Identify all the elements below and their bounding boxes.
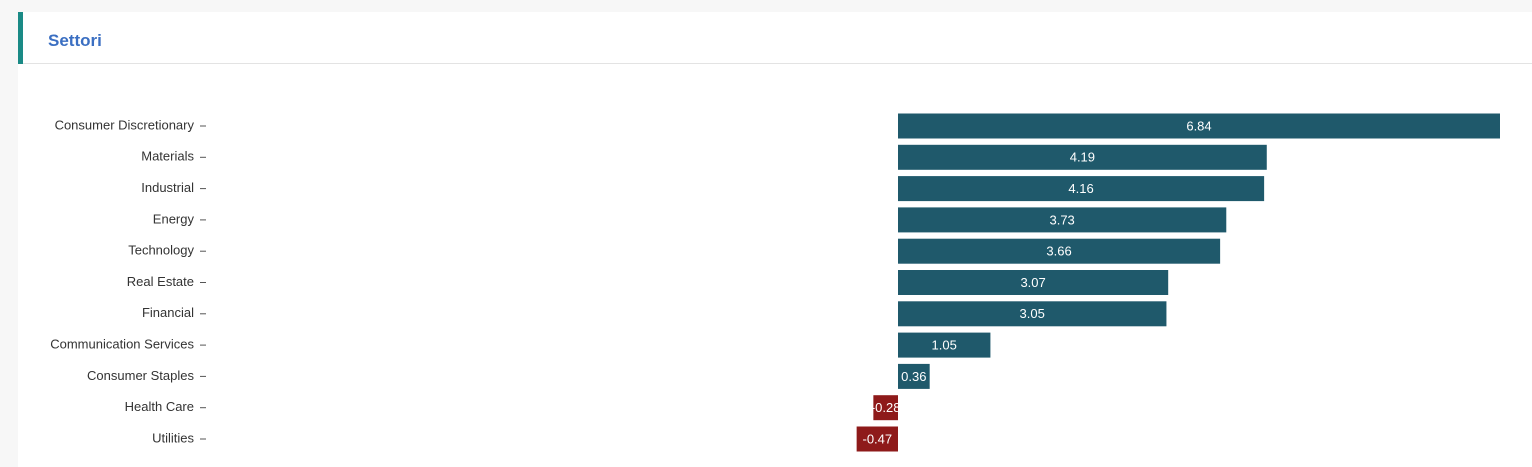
y-tick-label: Consumer Staples xyxy=(87,368,194,383)
bar xyxy=(898,238,1221,264)
value-label: 3.05 xyxy=(1020,306,1045,321)
bar xyxy=(898,332,991,358)
bar xyxy=(898,144,1267,170)
y-tick-label: Materials xyxy=(141,149,194,164)
panel-title: Settori xyxy=(48,31,102,50)
bar xyxy=(898,176,1265,202)
y-tick-label: Energy xyxy=(153,211,195,226)
y-tick-label: Utilities xyxy=(152,430,194,445)
accent-bar xyxy=(18,12,23,64)
bar xyxy=(898,270,1169,295)
bar xyxy=(898,301,1167,327)
value-label: 4.16 xyxy=(1068,181,1093,196)
value-label: -0.47 xyxy=(862,431,892,446)
value-label: 3.66 xyxy=(1046,244,1071,259)
y-tick-label: Financial xyxy=(142,305,194,320)
y-tick-label: Health Care xyxy=(125,399,194,414)
bar xyxy=(856,426,898,452)
panel: Settori xyxy=(18,12,1532,467)
bar xyxy=(898,207,1227,233)
bar xyxy=(898,113,1500,139)
value-label: 4.19 xyxy=(1070,150,1095,165)
y-tick-label: Technology xyxy=(128,243,194,258)
divider xyxy=(23,63,1532,64)
value-label: 3.07 xyxy=(1020,275,1045,290)
value-label: 6.84 xyxy=(1186,118,1211,133)
y-tick-label: Real Estate xyxy=(127,274,194,289)
y-tick-label: Consumer Discretionary xyxy=(55,117,195,132)
bar xyxy=(873,395,898,421)
value-label: 1.05 xyxy=(932,338,957,353)
bar xyxy=(898,363,930,389)
value-label: -0.28 xyxy=(871,400,901,415)
value-label: 0.36 xyxy=(901,369,926,384)
value-label: 3.73 xyxy=(1049,212,1074,227)
y-tick-label: Industrial xyxy=(141,180,194,195)
y-tick-label: Communication Services xyxy=(50,337,194,352)
